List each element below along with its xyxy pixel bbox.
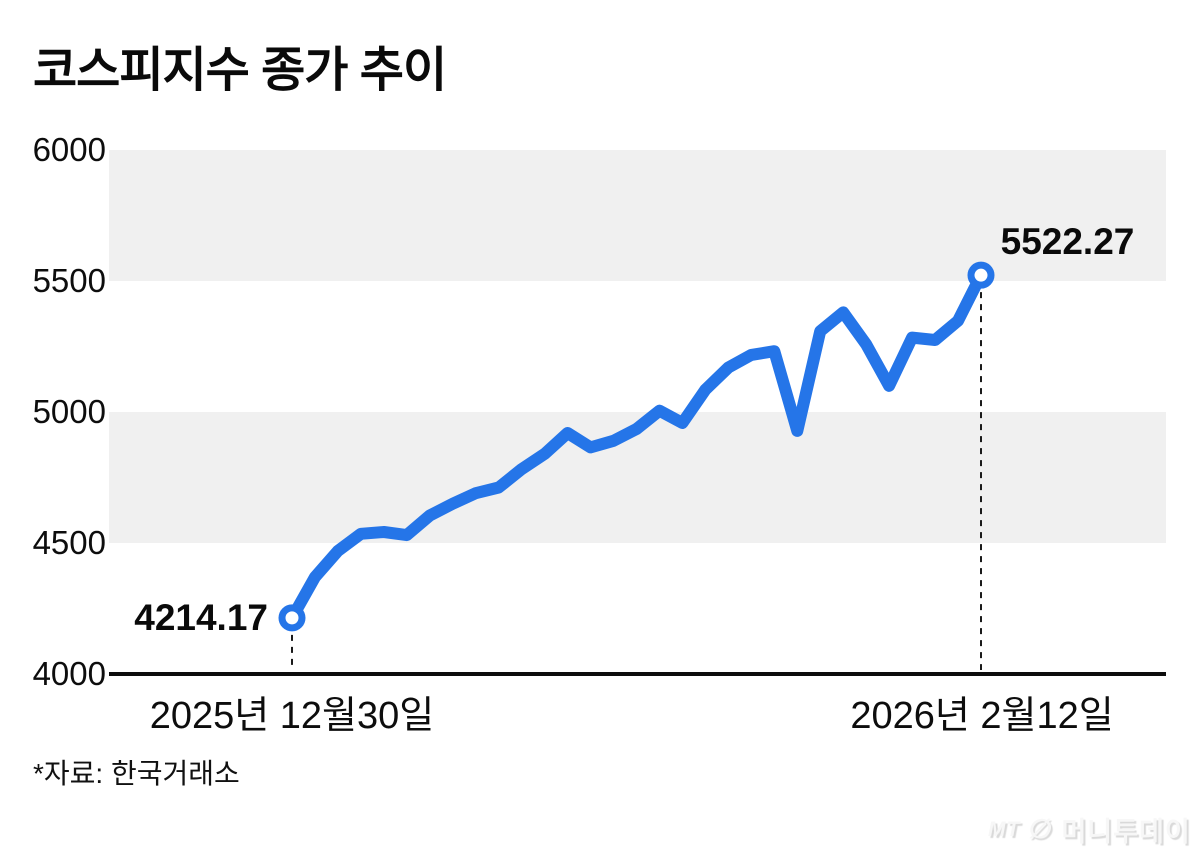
y-tick-label: 5500 bbox=[32, 262, 106, 299]
mt-monogram: MT bbox=[988, 817, 1021, 841]
x-axis-label-start: 2025년 12월30일 bbox=[149, 695, 435, 737]
price-line bbox=[286, 269, 987, 624]
moneytoday-watermark: MT ∅ 머니투데이 bbox=[988, 810, 1191, 849]
start-point-marker bbox=[278, 604, 306, 632]
y-tick-label: 4500 bbox=[32, 524, 106, 561]
circle-slash-icon: ∅ bbox=[1027, 814, 1055, 844]
end-point-marker bbox=[967, 261, 995, 289]
chart-title: 코스피지수 종가 추이 bbox=[33, 44, 447, 97]
x-axis-line bbox=[109, 672, 1166, 676]
y-tick-label: 4000 bbox=[32, 655, 106, 692]
y-tick-label: 6000 bbox=[32, 131, 106, 168]
watermark-brand-text: 머니투데이 bbox=[1061, 817, 1191, 847]
end-value-label: 5522.27 bbox=[1000, 221, 1135, 262]
source-note: *자료: 한국거래소 bbox=[33, 758, 240, 789]
x-axis-label-end: 2026년 2월12일 bbox=[850, 695, 1114, 737]
start-value-label: 4214.17 bbox=[134, 597, 268, 638]
grid-band bbox=[109, 150, 1166, 281]
y-tick-label: 5000 bbox=[32, 393, 106, 430]
